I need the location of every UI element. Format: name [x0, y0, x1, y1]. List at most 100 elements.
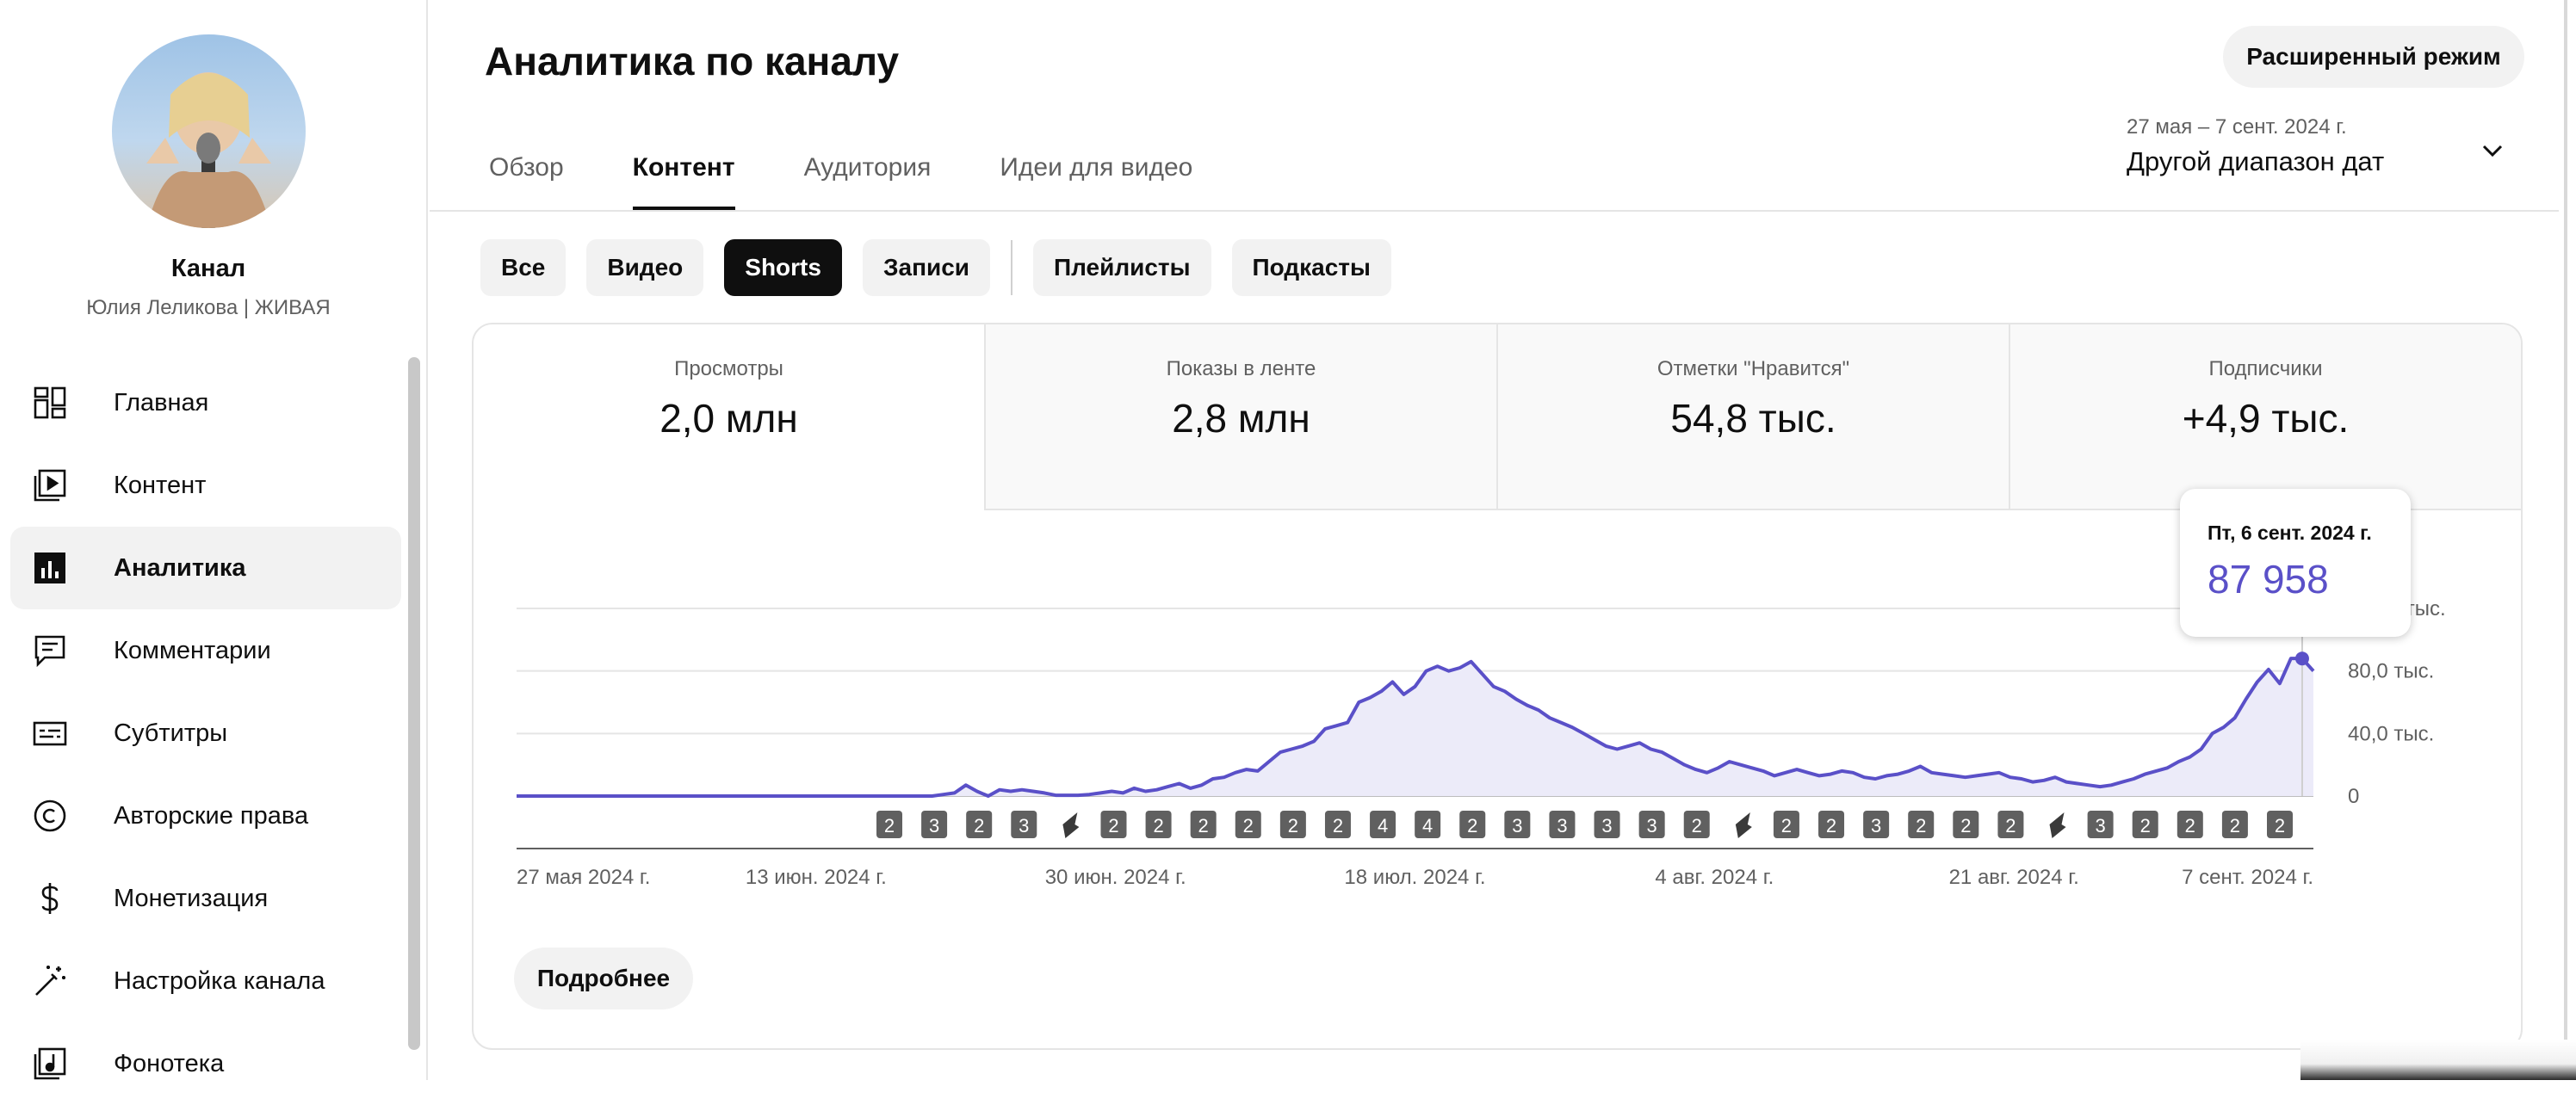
chart-tooltip: Пт, 6 сент. 2024 г. 87 958 [2180, 489, 2411, 637]
page-scrollbar[interactable] [2564, 0, 2567, 1080]
x-tick-label: 13 июн. 2024 г. [746, 866, 887, 889]
x-tick-label: 18 июл. 2024 г. [1344, 866, 1485, 889]
upload-count-marker [1953, 811, 1979, 838]
analytics-card: Просмотры 2,0 млн Показы в ленте 2,8 млн… [472, 323, 2523, 1050]
copyright-icon [33, 799, 67, 833]
upload-count-marker [1011, 811, 1037, 838]
metric-impressions[interactable]: Показы в ленте 2,8 млн [984, 324, 1496, 510]
chip-live[interactable]: Записи [862, 239, 990, 296]
upload-count-label: 3 [1871, 815, 1881, 836]
x-tick-label: 4 авг. 2024 г. [1655, 866, 1774, 889]
channel-title: Канал [170, 255, 246, 282]
upload-count-marker [1370, 811, 1396, 838]
metric-title: Просмотры [674, 357, 783, 380]
upload-count-marker [1549, 811, 1576, 838]
upload-count-label: 2 [1781, 815, 1792, 836]
x-tick-label: 30 июн. 2024 г. [1045, 866, 1186, 889]
sidebar-item-monetization[interactable]: Монетизация [10, 857, 401, 940]
upload-count-label: 2 [2185, 815, 2195, 836]
x-tick-label: 7 сент. 2024 г. [2182, 866, 2313, 889]
x-tick-label: 21 авг. 2024 г. [1949, 866, 2079, 889]
tab-inspiration[interactable]: Идеи для видео [1000, 153, 1193, 182]
upload-count-label: 2 [1467, 815, 1477, 836]
chip-podcasts[interactable]: Подкасты [1231, 239, 1391, 296]
sidebar-item-analytics[interactable]: Аналитика [10, 527, 401, 609]
see-more-button[interactable]: Подробнее [514, 948, 693, 1009]
shorts-icon [2049, 812, 2066, 838]
sidebar-item-customization[interactable]: Настройка канала [10, 940, 401, 1022]
tab-audience[interactable]: Аудитория [803, 153, 932, 182]
views-line [517, 657, 2315, 798]
views-area [517, 658, 2313, 796]
upload-count-marker [1863, 811, 1890, 838]
tab-overview[interactable]: Обзор [489, 153, 564, 182]
metric-views[interactable]: Просмотры 2,0 млн [474, 324, 984, 510]
upload-count-label: 3 [929, 815, 939, 836]
metric-likes[interactable]: Отметки "Нравится" 54,8 тыс. [1496, 324, 2009, 510]
date-range-picker[interactable]: Другой диапазон дат [2127, 146, 2385, 176]
metric-subscribers[interactable]: Подписчики +4,9 тыс. [2009, 324, 2521, 510]
chip-all[interactable]: Все [480, 239, 567, 296]
sidebar-item-label: Субтитры [114, 719, 228, 747]
channel-avatar[interactable] [112, 34, 306, 228]
sidebar-scrollbar[interactable] [408, 357, 420, 1050]
upload-count-label: 3 [1601, 815, 1612, 836]
tooltip-date: Пт, 6 сент. 2024 г. [2208, 522, 2372, 544]
upload-count-label: 4 [1378, 815, 1388, 836]
upload-count-marker [1638, 811, 1665, 838]
upload-count-label: 2 [2140, 815, 2151, 836]
sidebar-item-copyright[interactable]: Авторские права [10, 775, 401, 857]
upload-count-label: 2 [1692, 815, 1702, 836]
page-title: Аналитика по каналу [485, 39, 900, 83]
upload-count-label: 2 [1198, 815, 1209, 836]
upload-count-label: 2 [1916, 815, 1926, 836]
metric-title: Показы в ленте [1166, 357, 1316, 380]
channel-name: Юлия Леликова | ЖИВАЯ [86, 296, 331, 319]
sidebar-item-label: Настройка канала [114, 966, 325, 995]
upload-count-marker [1683, 811, 1710, 838]
upload-count-marker [1908, 811, 1935, 838]
chip-videos[interactable]: Видео [586, 239, 704, 296]
upload-count-marker [2132, 811, 2158, 838]
chip-playlists[interactable]: Плейлисты [1032, 239, 1211, 296]
preview-thumbnail [2300, 1040, 2576, 1080]
chip-shorts[interactable]: Shorts [724, 239, 842, 296]
sidebar-item-label: Главная [114, 388, 209, 417]
y-tick-label: 80,0 тыс. [2348, 660, 2434, 683]
upload-count-marker [1997, 811, 2024, 838]
upload-count-marker [2267, 811, 2293, 838]
sidebar-item-audio-library[interactable]: Фонотека [10, 1022, 401, 1105]
sidebar-item-dashboard[interactable]: Главная [10, 361, 401, 444]
tab-content[interactable]: Контент [632, 153, 735, 210]
upload-count-marker [1773, 811, 1799, 838]
advanced-mode-button[interactable]: Расширенный режим [2223, 26, 2524, 88]
upload-count-label: 3 [1647, 815, 1657, 836]
sidebar-item-label: Авторские права [114, 801, 309, 830]
upload-count-label: 2 [1153, 815, 1163, 836]
sidebar-item-label: Аналитика [114, 553, 246, 582]
content-type-filters: Все Видео Shorts Записи Плейлисты Подкас… [480, 239, 1412, 296]
upload-count-marker [1594, 811, 1620, 838]
upload-count-label: 3 [1019, 815, 1029, 836]
dashboard-icon [33, 386, 67, 420]
shorts-icon [1735, 812, 1752, 838]
upload-count-marker [876, 811, 902, 838]
sidebar: Канал Юлия Леликова | ЖИВАЯ Главная Конт… [0, 0, 428, 1080]
metric-value: +4,9 тыс. [2182, 396, 2350, 441]
sidebar-item-subtitles[interactable]: Субтитры [10, 692, 401, 775]
sidebar-item-label: Фонотека [114, 1049, 225, 1077]
upload-count-label: 2 [1826, 815, 1836, 836]
upload-count-marker [1324, 811, 1351, 838]
upload-count-marker [1459, 811, 1486, 838]
upload-count-marker [1818, 811, 1845, 838]
date-range-text: 27 мая – 7 сент. 2024 г. [2127, 115, 2347, 139]
data-point [2294, 651, 2309, 666]
x-tick-label: 27 мая 2024 г. [517, 866, 650, 889]
upload-count-label: 2 [1288, 815, 1298, 836]
metric-value: 2,8 млн [1172, 396, 1310, 441]
upload-count-marker [1145, 811, 1172, 838]
chevron-down-icon[interactable] [2480, 138, 2505, 164]
sidebar-item-content[interactable]: Контент [10, 444, 401, 527]
upload-count-marker [2177, 811, 2203, 838]
sidebar-item-comments[interactable]: Комментарии [10, 609, 401, 692]
